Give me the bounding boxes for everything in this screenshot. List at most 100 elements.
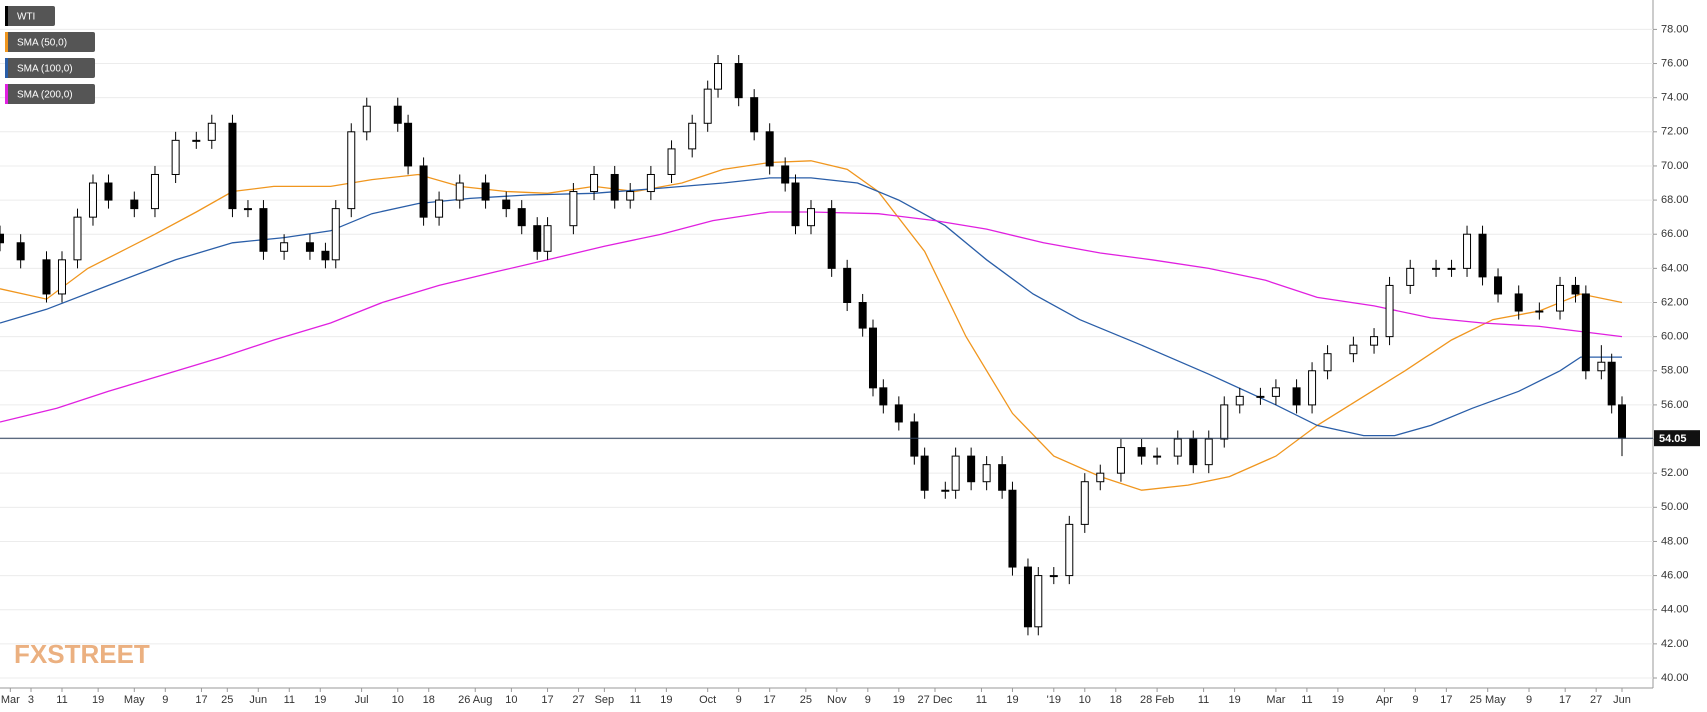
candle-body bbox=[1137, 447, 1146, 457]
candle-body bbox=[879, 387, 888, 406]
candle-body bbox=[57, 259, 66, 295]
candle-body bbox=[1271, 387, 1280, 397]
candle-body bbox=[42, 259, 51, 295]
candle-body bbox=[646, 173, 655, 193]
candle-body bbox=[982, 464, 991, 483]
x-tick-label: 11 bbox=[1301, 694, 1312, 706]
y-tick-label: 64.00 bbox=[1661, 262, 1689, 274]
legend-item: SMA (50,0) bbox=[5, 32, 95, 52]
x-tick-label: 19 bbox=[1006, 694, 1018, 706]
candle-body bbox=[517, 208, 526, 227]
candle-body bbox=[1385, 284, 1394, 338]
y-tick-label: 76.00 bbox=[1661, 57, 1689, 69]
candle-body bbox=[321, 250, 330, 261]
candle-body bbox=[667, 148, 676, 175]
sma-line bbox=[0, 160, 1623, 491]
candle-body bbox=[1618, 404, 1627, 439]
candle-body bbox=[362, 105, 371, 133]
candle-body bbox=[130, 199, 139, 210]
sma-line bbox=[0, 177, 1622, 437]
x-tick-label: 18 bbox=[1110, 694, 1122, 706]
candle-body bbox=[1556, 284, 1565, 312]
candle-body bbox=[1571, 284, 1580, 295]
candle-body bbox=[1023, 566, 1032, 628]
legend-item: SMA (100,0) bbox=[5, 58, 95, 78]
candle-body bbox=[765, 131, 774, 167]
candle-body bbox=[1096, 472, 1105, 483]
candle-body bbox=[941, 489, 950, 492]
y-tick-label: 62.00 bbox=[1661, 296, 1689, 308]
x-tick-label: 17 bbox=[1440, 694, 1452, 706]
y-tick-label: 56.00 bbox=[1661, 399, 1689, 411]
x-tick-label: 19 bbox=[1332, 694, 1344, 706]
candle-body bbox=[280, 242, 289, 252]
y-tick-label: 68.00 bbox=[1661, 194, 1689, 206]
candle-body bbox=[1581, 293, 1590, 372]
candle-body bbox=[951, 455, 960, 491]
x-tick-label: 27 bbox=[572, 694, 584, 706]
legend-box bbox=[5, 84, 95, 104]
y-tick-label: 46.00 bbox=[1661, 569, 1689, 581]
candle-body bbox=[791, 182, 800, 227]
candle-body bbox=[481, 182, 490, 201]
candle-body bbox=[967, 455, 976, 483]
x-tick-label: 19 bbox=[92, 694, 104, 706]
x-tick-label: 17 bbox=[541, 694, 553, 706]
x-tick-label: Oct bbox=[699, 694, 716, 706]
legend-item: SMA (200,0) bbox=[5, 84, 95, 104]
y-tick-label: 72.00 bbox=[1661, 126, 1689, 138]
candle-body bbox=[714, 63, 723, 90]
x-tick-label: 3 bbox=[28, 694, 34, 706]
x-tick-label: 19 bbox=[1228, 694, 1240, 706]
candle-body bbox=[1173, 438, 1182, 457]
candle-body bbox=[16, 242, 25, 261]
x-tick-label: 9 bbox=[865, 694, 871, 706]
x-tick-label: Jul bbox=[355, 694, 369, 706]
candle-body bbox=[858, 301, 867, 329]
candle-body bbox=[533, 225, 542, 252]
legend-swatch bbox=[5, 6, 8, 26]
x-tick-label: 11 bbox=[56, 694, 67, 706]
legend-label: WTI bbox=[17, 12, 35, 23]
candle-body bbox=[590, 173, 599, 193]
candle-body bbox=[569, 191, 578, 227]
y-tick-label: 48.00 bbox=[1661, 535, 1689, 547]
x-tick-label: 19 bbox=[660, 694, 672, 706]
candle-body bbox=[543, 225, 552, 252]
candle-body bbox=[1204, 438, 1213, 466]
legend-box bbox=[5, 32, 95, 52]
candle-body bbox=[1463, 233, 1472, 269]
x-tick-label: 10 bbox=[392, 694, 404, 706]
x-tick-label: 26 Aug bbox=[458, 694, 492, 706]
x-tick-label: 9 bbox=[162, 694, 168, 706]
x-tick-label: May bbox=[124, 694, 145, 706]
y-tick-label: 66.00 bbox=[1661, 228, 1689, 240]
y-tick-label: 74.00 bbox=[1661, 92, 1689, 104]
candle-body bbox=[331, 208, 340, 261]
x-tick-label: Jun bbox=[249, 694, 267, 706]
x-tick-label: 10 bbox=[1079, 694, 1091, 706]
candle-body bbox=[1292, 387, 1301, 406]
y-tick-label: 60.00 bbox=[1661, 331, 1689, 343]
candle-body bbox=[1034, 575, 1043, 628]
candle-body bbox=[843, 267, 852, 303]
candle-body bbox=[1349, 344, 1358, 355]
candle-body bbox=[781, 165, 790, 184]
candle-body bbox=[1235, 395, 1244, 406]
x-tick-label: 17 bbox=[195, 694, 207, 706]
x-tick-label: 25 May bbox=[1470, 694, 1507, 706]
y-tick-label: 78.00 bbox=[1661, 23, 1689, 35]
legend-label: SMA (100,0) bbox=[17, 64, 73, 75]
y-tick-label: 70.00 bbox=[1661, 160, 1689, 172]
candle-body bbox=[1370, 336, 1379, 346]
candle-body bbox=[1447, 267, 1456, 270]
candle-body bbox=[104, 182, 113, 201]
candle-body bbox=[1535, 310, 1544, 313]
x-tick-label: 19 bbox=[314, 694, 326, 706]
candle-body bbox=[0, 233, 4, 244]
y-tick-label: 52.00 bbox=[1661, 467, 1689, 479]
x-tick-label: Apr bbox=[1376, 694, 1393, 706]
candle-body bbox=[207, 122, 216, 141]
